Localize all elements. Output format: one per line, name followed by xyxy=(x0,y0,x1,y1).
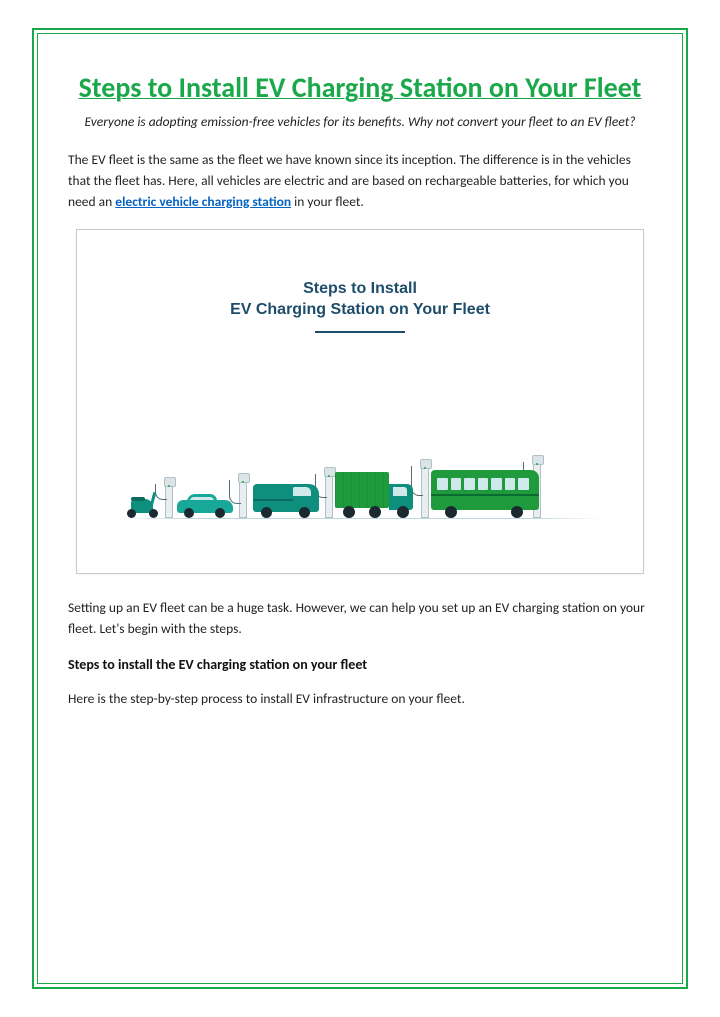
ground-line xyxy=(117,518,603,519)
figure-title-underline xyxy=(315,331,405,333)
figure-title: Steps to Install EV Charging Station on … xyxy=(77,230,643,321)
truck-icon xyxy=(335,470,417,518)
para-steps-intro: Here is the step-by-step process to inst… xyxy=(68,689,652,710)
intro-text-b: in your fleet. xyxy=(291,193,364,210)
page-title: Steps to Install EV Charging Station on … xyxy=(68,68,652,107)
van-icon xyxy=(253,480,319,518)
bus-icon xyxy=(431,468,539,518)
document-body: Steps to Install EV Charging Station on … xyxy=(68,68,652,977)
figure-title-line2: EV Charging Station on Your Fleet xyxy=(230,301,490,318)
hero-figure: Steps to Install EV Charging Station on … xyxy=(76,229,644,574)
page-subtitle: Everyone is adopting emission-free vehic… xyxy=(68,113,652,132)
steps-subheading: Steps to install the EV charging station… xyxy=(68,656,652,673)
ev-charging-station-link[interactable]: electric vehicle charging station xyxy=(115,193,291,210)
scooter-icon xyxy=(125,486,161,518)
figure-title-line1: Steps to Install xyxy=(303,280,417,297)
car-icon xyxy=(177,492,233,518)
para-setup: Setting up an EV fleet can be a huge tas… xyxy=(68,598,652,640)
vehicle-row xyxy=(125,398,601,518)
intro-paragraph: The EV fleet is the same as the fleet we… xyxy=(68,150,652,213)
